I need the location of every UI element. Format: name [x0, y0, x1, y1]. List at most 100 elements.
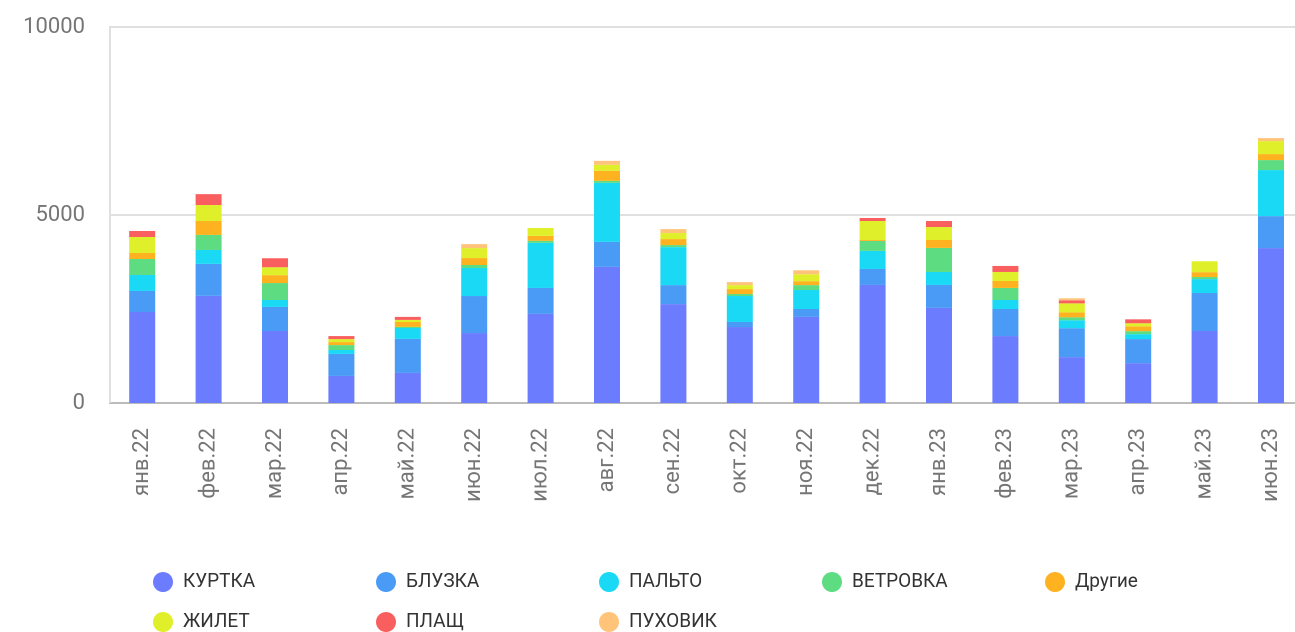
- bar-segment: [594, 182, 620, 242]
- bar-segment: [527, 313, 554, 403]
- bar-segment: [461, 248, 488, 259]
- bar-segment: [262, 299, 288, 307]
- bar-segment: [262, 283, 288, 300]
- bar-segment: [1258, 141, 1284, 155]
- bar-segment: [992, 299, 1019, 309]
- bar-segment: [129, 258, 156, 275]
- legend-label: ВЕТРОВКА: [852, 569, 948, 592]
- bar-segment: [394, 316, 421, 320]
- bar-segment: [129, 312, 156, 403]
- x-tick-label: мар.22: [262, 428, 287, 499]
- bar-segment: [726, 296, 753, 322]
- bar-segment: [461, 333, 488, 403]
- bar-segment: [726, 282, 753, 286]
- bar-segment: [195, 194, 222, 206]
- bar-segment: [1258, 248, 1284, 403]
- bar-segment: [1125, 323, 1152, 327]
- legend-label: Другие: [1075, 569, 1138, 592]
- bar-segment: [328, 339, 355, 343]
- bar-segment: [1058, 300, 1085, 304]
- x-tick-label: фев.22: [195, 428, 220, 499]
- bar-segment: [1258, 154, 1284, 161]
- bar-segment: [660, 233, 687, 240]
- bar-segment: [1058, 298, 1085, 301]
- bar-segment: [926, 284, 952, 308]
- legend-label: ЖИЛЕТ: [183, 609, 250, 632]
- legend-label: КУРТКА: [183, 569, 256, 592]
- bar-segment: [992, 309, 1019, 337]
- legend-marker: [1045, 572, 1065, 592]
- legend-label: БЛУЗКА: [406, 569, 480, 592]
- x-tick-label: апр.22: [328, 428, 353, 496]
- legend-marker: [822, 572, 842, 592]
- legend-marker: [153, 572, 173, 592]
- bar-segment: [1125, 326, 1152, 332]
- bar-segment: [926, 307, 952, 403]
- bar-segment: [328, 349, 355, 354]
- bar-segment: [1058, 357, 1085, 403]
- bar-segment: [1191, 330, 1218, 403]
- bar-segment: [859, 218, 886, 222]
- bar-segment: [461, 244, 488, 249]
- bar-segment: [859, 240, 886, 251]
- bar-segment: [1058, 328, 1085, 358]
- bar-segment: [926, 221, 952, 228]
- bar-segment: [195, 295, 222, 403]
- bar-segment: [793, 270, 820, 275]
- bar-segment: [859, 221, 886, 241]
- bar-segment: [195, 205, 222, 222]
- bar-segment: [726, 327, 753, 403]
- bar-segment: [195, 263, 222, 296]
- x-tick-label: окт.22: [727, 428, 752, 494]
- bar-segment: [328, 336, 355, 340]
- x-tick-label: дек.22: [859, 428, 884, 495]
- bar-segment: [1191, 261, 1218, 273]
- bar-segment: [793, 274, 820, 282]
- bar-segment: [1258, 170, 1284, 217]
- bar-segment: [1125, 339, 1152, 364]
- bar-segment: [527, 287, 554, 314]
- bar-segment: [660, 229, 687, 234]
- bar-segment: [1258, 216, 1284, 249]
- bar-segment: [262, 330, 288, 403]
- bar-segment: [394, 321, 421, 327]
- legend-marker: [376, 572, 396, 592]
- legend-marker: [599, 612, 619, 632]
- bar-segment: [1191, 293, 1218, 331]
- bar-segment: [926, 247, 952, 272]
- bar-segment: [1058, 317, 1085, 321]
- bar-segment: [793, 309, 820, 317]
- bar-segment: [129, 236, 156, 253]
- bar-segment: [793, 316, 820, 403]
- bar-segment: [394, 372, 421, 403]
- bar-segment: [1125, 319, 1152, 324]
- bar-segment: [394, 326, 421, 328]
- bar-segment: [660, 285, 687, 305]
- bar-segment: [926, 240, 952, 248]
- bar-segment: [262, 258, 288, 268]
- bar-segment: [726, 321, 753, 328]
- bar-segment: [328, 342, 355, 346]
- bar-segment: [660, 247, 687, 286]
- y-tick-label: 10000: [23, 14, 85, 39]
- bar-segment: [793, 281, 820, 286]
- bar-segment: [262, 267, 288, 276]
- bar-segment: [992, 271, 1019, 281]
- bar-segment: [726, 285, 753, 290]
- bar-segment: [129, 230, 156, 237]
- bar-segment: [594, 170, 620, 181]
- bar-segment: [926, 227, 952, 241]
- x-tick-label: июн.23: [1258, 428, 1283, 502]
- bar-segment: [1058, 312, 1085, 318]
- bar-segment: [660, 239, 687, 246]
- bar-segment: [1258, 160, 1284, 171]
- x-tick-label: сен.22: [660, 428, 685, 494]
- y-tick-label: 0: [73, 390, 85, 415]
- x-tick-label: апр.23: [1125, 428, 1150, 496]
- bar-segment: [726, 293, 753, 297]
- bar-segment: [461, 258, 488, 266]
- bar-segment: [926, 271, 952, 285]
- legend-marker: [376, 612, 396, 632]
- bar-segment: [1125, 334, 1152, 340]
